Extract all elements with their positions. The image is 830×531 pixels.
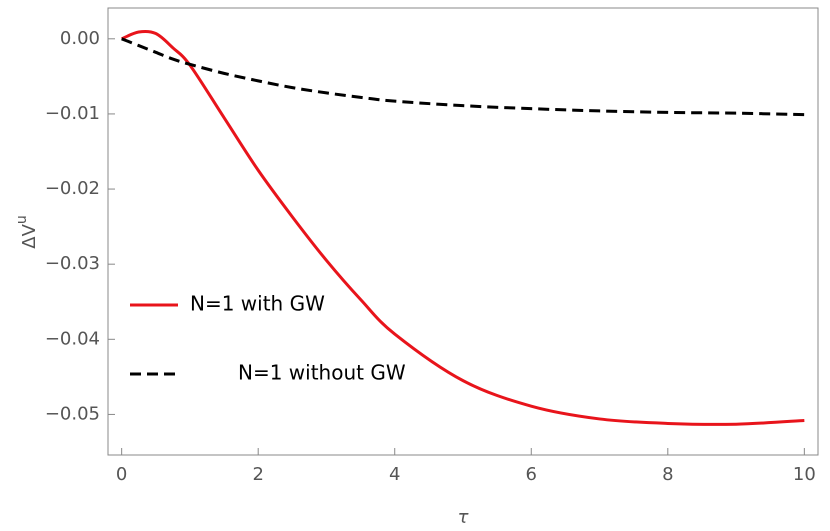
x-tick-label: 6 xyxy=(526,464,537,485)
plot-frame xyxy=(107,7,819,456)
y-axis-label: ΔVu xyxy=(14,215,40,249)
y-tick-label: 0.00 xyxy=(60,28,100,49)
y-tick-label: −0.02 xyxy=(45,178,100,199)
y-label-base: ΔV xyxy=(19,223,40,248)
y-tick-label: −0.03 xyxy=(45,253,100,274)
x-tick-label: 10 xyxy=(793,464,816,485)
y-tick-label: −0.04 xyxy=(45,328,100,349)
legend-label: N=1 without GW xyxy=(238,361,406,385)
x-tick-label: 8 xyxy=(662,464,673,485)
series-line xyxy=(121,37,805,117)
x-axis-label: τ xyxy=(458,507,469,528)
legend-label: N=1 with GW xyxy=(190,292,325,316)
x-tick-label: 2 xyxy=(252,464,263,485)
x-tick-label: 0 xyxy=(116,464,127,485)
y-label-sup: u xyxy=(14,215,30,224)
y-tick-label: −0.01 xyxy=(45,103,100,124)
series-line xyxy=(121,29,805,426)
y-tick-label: −0.05 xyxy=(45,403,100,424)
x-tick-label: 4 xyxy=(389,464,400,485)
